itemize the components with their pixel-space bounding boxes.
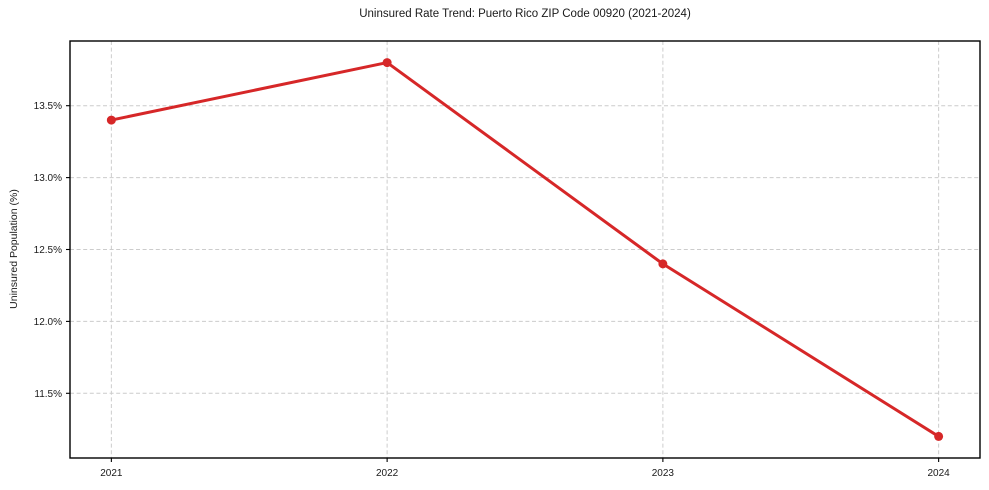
y-tick-label: 11.5% xyxy=(34,389,62,400)
x-tick-label: 2022 xyxy=(376,468,399,479)
y-tick-label: 13.5% xyxy=(34,101,62,112)
x-tick-label: 2021 xyxy=(100,468,123,479)
data-point-marker xyxy=(106,115,116,125)
y-tick-label: 12.5% xyxy=(34,245,62,256)
x-tick-label: 2023 xyxy=(652,468,675,479)
data-point-marker xyxy=(934,431,944,441)
data-point-marker xyxy=(658,259,668,269)
x-tick-label: 2024 xyxy=(928,468,951,479)
y-tick-label: 13.0% xyxy=(34,173,62,184)
data-point-marker xyxy=(382,58,392,68)
y-tick-label: 12.0% xyxy=(34,317,62,328)
trend-line xyxy=(109,61,941,438)
chart-title: Uninsured Rate Trend: Puerto Rico ZIP Co… xyxy=(359,8,691,20)
